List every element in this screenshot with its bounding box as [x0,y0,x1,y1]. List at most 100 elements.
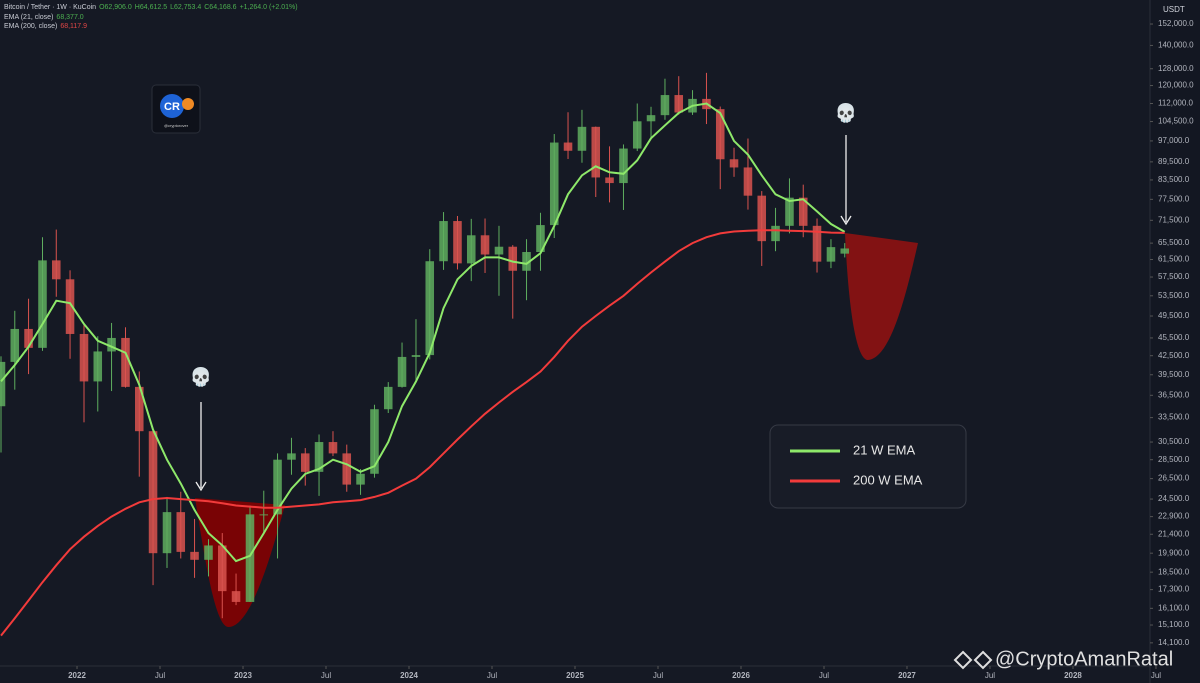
y-tick-label: 39,500.0 [1158,370,1190,379]
candle-body [549,142,559,226]
header-line: Bitcoin / Tether · 1W · KuCoin O62,906.0 H… [4,4,301,11]
candle-body [757,195,767,242]
candle-body [300,453,310,472]
cup-shape [845,233,918,360]
legend-label: 200 W EMA [853,472,923,487]
y-tick-label: 57,500.0 [1158,272,1190,281]
axis-unit: USDT [1163,5,1185,14]
x-tick-label: Jul [487,671,497,680]
x-tick-label: 2025 [566,671,584,680]
candle-body [494,246,504,255]
y-tick-label: 97,000.0 [1158,136,1190,145]
candle-body [342,453,352,485]
y-tick-label: 26,500.0 [1158,474,1190,483]
ohlc: H64,612.5 [134,4,168,11]
legend-label: 21 W EMA [853,442,915,457]
ohlc: +1,264.0 (+2.01%) [239,4,298,11]
y-tick-label: 83,500.0 [1158,175,1190,184]
logo-circle [160,94,184,118]
y-tick-label: 16,100.0 [1158,603,1190,612]
y-tick-label: 89,500.0 [1158,157,1190,166]
indicator-value: 68,377.0 [56,14,84,21]
binance-icon [953,650,993,670]
skull-icon: 💀 [835,102,857,123]
y-tick-label: 14,100.0 [1158,638,1190,647]
arrow-head [840,215,852,226]
legend-box [769,424,967,509]
candle-body [370,409,379,474]
candle-body [605,177,614,184]
candle-body [38,260,47,348]
candle-body [812,225,822,262]
candle-body [591,126,601,178]
candle-body [356,473,365,485]
candle-body [660,95,670,116]
ohlc: C64,168.6 [204,4,237,11]
y-tick-label: 33,500.0 [1158,413,1190,422]
y-tick-label: 42,500.0 [1158,351,1190,360]
y-tick-label: 128,000.0 [1158,64,1194,73]
x-tick-label: 2028 [1064,671,1082,680]
candle-body [466,235,476,264]
candle-body [93,351,103,382]
x-tick-label: Jul [321,671,331,680]
cup-shape [195,498,285,628]
candle-body [314,442,324,472]
y-tick-label: 112,000.0 [1158,99,1194,108]
y-tick-label: 120,000.0 [1158,81,1194,90]
indicator: EMA (21, close) [4,14,54,21]
x-tick-label: Jul [985,671,995,680]
y-tick-label: 18,500.0 [1158,567,1190,576]
candle-body [162,512,172,554]
y-tick-label: 30,500.0 [1158,437,1190,446]
candle-body [674,95,684,113]
candle-body [522,252,531,271]
candle-body [52,260,61,280]
symbol: Bitcoin / Tether · 1W · KuCoin [4,4,97,11]
ohlc: L62,753.4 [170,4,202,11]
candle-body [0,361,6,407]
header-line: EMA (21, close) 68,377.0 [4,14,87,21]
header-line: EMA (200, close) 68,117.9 [4,23,90,30]
y-tick-label: 24,500.0 [1158,494,1190,503]
candle-body [245,514,255,602]
logo-handle: @cryptorover [164,123,189,128]
candle-body [425,261,435,356]
y-tick-label: 28,500.0 [1158,455,1190,464]
y-tick-label: 53,500.0 [1158,291,1190,300]
candle-body [715,109,725,160]
candle-body [204,545,213,560]
candle-body [107,337,116,352]
x-tick-label: 2023 [234,671,252,680]
candle-body [397,356,407,387]
x-tick-label: Jul [1151,671,1161,680]
price-axis [1150,0,1200,683]
candle-body [383,386,393,410]
skull-icon: 💀 [190,366,212,387]
candle-body [632,121,642,149]
y-tick-label: 22,900.0 [1158,512,1190,521]
candle-body [231,591,241,602]
candle-body [743,167,753,196]
ohlc: O62,906.0 [99,4,132,11]
arrow-head [195,481,207,492]
y-tick-label: 104,500.0 [1158,117,1194,126]
x-tick-label: 2024 [400,671,418,680]
ema-line [0,229,845,637]
y-tick-label: 15,100.0 [1158,620,1190,629]
candle-body [65,279,75,334]
candle-body [24,328,33,348]
x-tick-label: 2022 [68,671,86,680]
candle-body [729,159,739,168]
y-tick-label: 65,500.0 [1158,238,1190,247]
candle-body [826,247,836,262]
logo-mark: CR [164,101,180,113]
candle-body [646,115,656,122]
candle-body [798,197,808,226]
x-tick-label: Jul [653,671,663,680]
candle-body [785,197,794,226]
x-tick-label: 2027 [898,671,916,680]
candle-body [480,235,490,255]
candle-body [508,246,518,271]
